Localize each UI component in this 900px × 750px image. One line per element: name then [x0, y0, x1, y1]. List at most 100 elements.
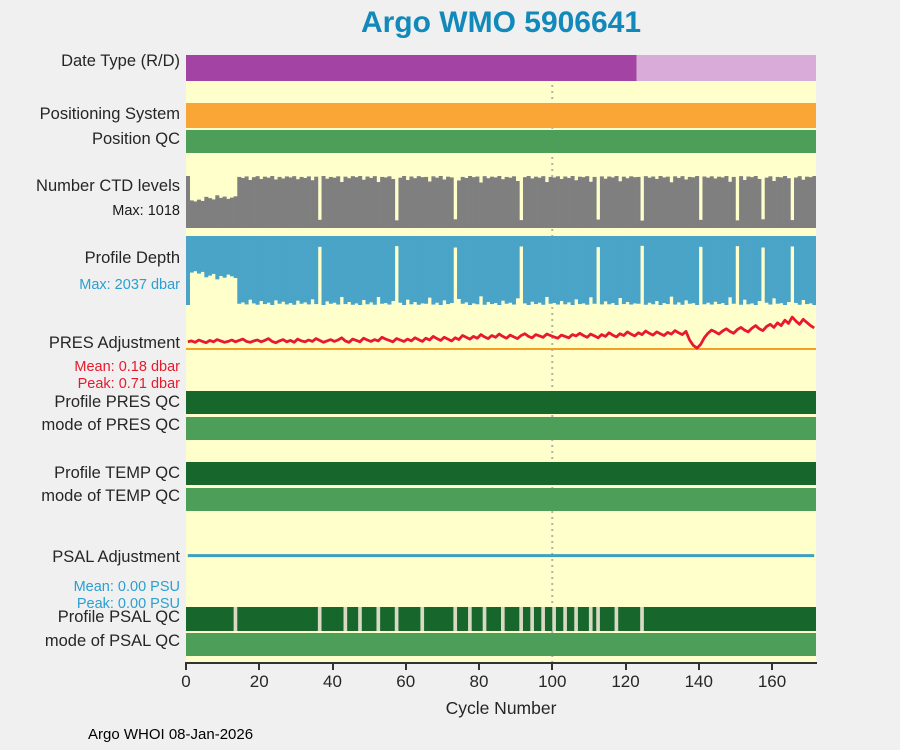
bar-profile_depth: [808, 236, 813, 304]
row-label-positioning_system: Positioning System: [39, 105, 180, 123]
bar-ctd_levels: [471, 177, 476, 228]
bar-ctd_levels: [193, 201, 198, 228]
bar-ctd_levels: [453, 219, 458, 228]
bar-profile_depth: [215, 236, 220, 280]
bar-ctd_levels: [281, 178, 286, 228]
bar-profile_depth: [665, 236, 670, 305]
row-sublabel-psal_adjustment-1: Peak: 0.00 PSU: [76, 596, 180, 612]
bar-profile_depth: [772, 236, 777, 299]
bar-ctd_levels: [607, 176, 612, 228]
bar-ctd_levels: [702, 176, 707, 228]
bar-profile_depth: [420, 236, 425, 304]
bar-ctd_levels: [592, 176, 597, 228]
bar-ctd_levels: [596, 219, 601, 228]
bar-ctd_levels: [299, 176, 304, 228]
gap-profile_psal_qc: [394, 607, 399, 631]
x-tick-mark: [624, 664, 627, 670]
bar-ctd_levels: [251, 177, 256, 228]
bar-profile_depth: [262, 236, 267, 305]
bar-ctd_levels: [709, 176, 714, 228]
bar-ctd_levels: [757, 178, 762, 228]
bar-profile_depth: [347, 236, 352, 303]
x-tick-label: 80: [469, 672, 489, 691]
bar-profile_depth: [336, 236, 341, 305]
bar-ctd_levels: [409, 176, 414, 228]
x-tick-label: 0: [181, 672, 191, 691]
bar-ctd_levels: [204, 196, 209, 228]
row-profile_pres_qc: [186, 391, 816, 414]
bar-profile_depth: [207, 236, 212, 276]
row-label-profile_temp_qc: Profile TEMP QC: [54, 464, 180, 482]
bar-profile_depth: [684, 236, 689, 301]
bar-ctd_levels: [413, 178, 418, 228]
bar-ctd_levels: [629, 176, 634, 228]
bar-ctd_levels: [262, 176, 267, 228]
bar-profile_depth: [680, 236, 685, 305]
row-label-position_qc: Position QC: [91, 130, 180, 148]
bar-ctd_levels: [446, 176, 451, 228]
bar-profile_depth: [292, 236, 297, 305]
bar-profile_depth: [709, 236, 714, 305]
bar-profile_depth: [805, 236, 810, 305]
bar-ctd_levels: [651, 176, 656, 228]
x-tick-label: 20: [249, 672, 269, 691]
bar-ctd_levels: [808, 177, 813, 228]
bar-ctd_levels: [647, 177, 652, 228]
bar-ctd_levels: [742, 179, 747, 228]
bar-ctd_levels: [654, 178, 659, 228]
gap-profile_psal_qc: [563, 607, 567, 631]
bar-profile_depth: [486, 236, 491, 303]
bar-ctd_levels: [724, 176, 729, 228]
bar-profile_depth: [328, 236, 333, 304]
bar-ctd_levels: [599, 176, 604, 228]
bar-ctd_levels: [387, 176, 392, 228]
bar-ctd_levels: [442, 179, 447, 228]
bar-profile_depth: [218, 236, 223, 276]
gap-profile_psal_qc: [233, 607, 238, 631]
bar-ctd_levels: [438, 176, 443, 228]
bar-ctd_levels: [255, 176, 260, 228]
bar-profile_depth: [750, 236, 755, 304]
bar-ctd_levels: [552, 177, 557, 228]
bar-ctd_levels: [365, 176, 370, 228]
bar-profile_depth: [325, 236, 330, 302]
bar-profile_depth: [413, 236, 418, 303]
bar-profile_depth: [724, 236, 729, 305]
bar-profile_depth: [255, 236, 260, 305]
row-label-profile_pres_qc: Profile PRES QC: [54, 393, 180, 411]
bar-ctd_levels: [398, 177, 403, 228]
bar-ctd_levels: [728, 181, 733, 228]
bar-profile_depth: [270, 236, 275, 305]
bar-profile_depth: [277, 236, 282, 304]
bar-profile_depth: [530, 236, 535, 302]
bar-profile_depth: [369, 236, 374, 303]
x-tick-label: 120: [611, 672, 640, 691]
bar-ctd_levels: [588, 181, 593, 228]
bar-profile_depth: [783, 236, 788, 305]
bar-profile_depth: [189, 236, 194, 273]
bar-ctd_levels: [358, 176, 363, 228]
bar-profile_depth: [687, 236, 692, 304]
bar-ctd_levels: [772, 181, 777, 228]
bar-profile_depth: [464, 236, 469, 303]
bar-profile_depth: [306, 236, 311, 305]
bar-ctd_levels: [786, 178, 791, 228]
bar-profile_depth: [332, 236, 337, 303]
gap-profile_psal_qc: [588, 607, 593, 631]
bar-profile_depth: [354, 236, 359, 304]
bar-ctd_levels: [669, 182, 674, 228]
bar-ctd_levels: [537, 177, 542, 228]
row-mode_temp_qc: [186, 488, 816, 511]
bar-ctd_levels: [621, 176, 626, 228]
row-sublabel-psal_adjustment-0: Mean: 0.00 PSU: [73, 579, 180, 595]
bar-profile_depth: [596, 236, 601, 248]
bar-ctd_levels: [731, 176, 736, 228]
bar-profile_depth: [288, 236, 293, 304]
row-sublabel-pres_adjustment-0: Mean: 0.18 dbar: [74, 359, 180, 375]
bar-ctd_levels: [662, 177, 667, 228]
bar-profile_depth: [383, 236, 388, 304]
bar-profile_depth: [577, 236, 582, 305]
gap-profile_psal_qc: [541, 607, 545, 631]
bar-ctd_levels: [332, 177, 337, 228]
x-tick-mark: [551, 664, 554, 670]
